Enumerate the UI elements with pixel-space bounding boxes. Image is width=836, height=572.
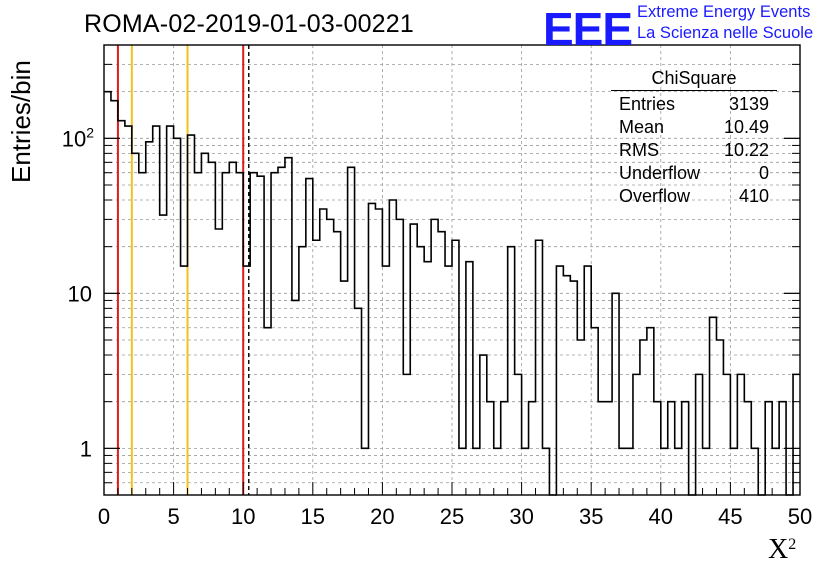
- x-tick-label: 40: [649, 504, 673, 529]
- x-tick-label: 20: [370, 504, 394, 529]
- x-tick-label: 5: [167, 504, 179, 529]
- stats-label: Mean: [619, 117, 665, 137]
- chart-title: ROMA-02-2019-01-03-00221: [84, 10, 414, 38]
- y-tick-label: 102: [62, 124, 94, 151]
- x-tick-label: 0: [98, 504, 110, 529]
- stats-box: ChiSquare Entries 3139 Mean 10.49 RMS 10…: [611, 66, 777, 208]
- axis-ticks: [103, 63, 801, 495]
- stats-label: Underflow: [619, 163, 701, 183]
- histogram-path: [104, 90, 800, 496]
- stats-row-underflow: Underflow 0: [611, 162, 777, 185]
- x-tick-label: 45: [718, 504, 742, 529]
- x-axis-label: X2: [768, 534, 797, 565]
- y-tick-label: 1: [80, 436, 92, 461]
- eee-logo: EEE: [543, 3, 633, 55]
- stats-row-mean: Mean 10.49: [611, 116, 777, 139]
- stats-label: Entries: [619, 94, 676, 114]
- x-tick-label: 25: [440, 504, 464, 529]
- x-tick-label: 50: [788, 504, 812, 529]
- x-tick-label: 35: [579, 504, 603, 529]
- stats-value: 0: [758, 163, 769, 183]
- x-tick-label: 15: [301, 504, 325, 529]
- stats-value: 10.49: [723, 117, 769, 137]
- y-axis-label: Entries/bin: [6, 60, 36, 183]
- y-tick-label: 10: [68, 281, 92, 306]
- stats-row-overflow: Overflow 410: [611, 185, 777, 208]
- stats-value: 3139: [728, 94, 769, 114]
- grid-lines: [104, 45, 800, 495]
- x-tick-label: 30: [509, 504, 533, 529]
- stats-row-entries: Entries 3139: [611, 93, 777, 116]
- tick-labels: 0 5 10 15 20 25 30 35 40 45 50 1 10 102: [62, 124, 813, 529]
- brand-line-2: La Scienza nelle Scuole: [637, 24, 814, 42]
- x-tick-label: 10: [231, 504, 255, 529]
- stats-label: Overflow: [619, 186, 691, 206]
- reference-lines: [116, 45, 250, 495]
- stats-value: 10.22: [723, 140, 769, 160]
- stats-value: 410: [738, 186, 769, 206]
- stats-title: ChiSquare: [611, 66, 777, 91]
- stats-label: RMS: [619, 140, 659, 160]
- brand-line-1: Extreme Energy Events: [637, 3, 811, 21]
- stats-row-rms: RMS 10.22: [611, 139, 777, 162]
